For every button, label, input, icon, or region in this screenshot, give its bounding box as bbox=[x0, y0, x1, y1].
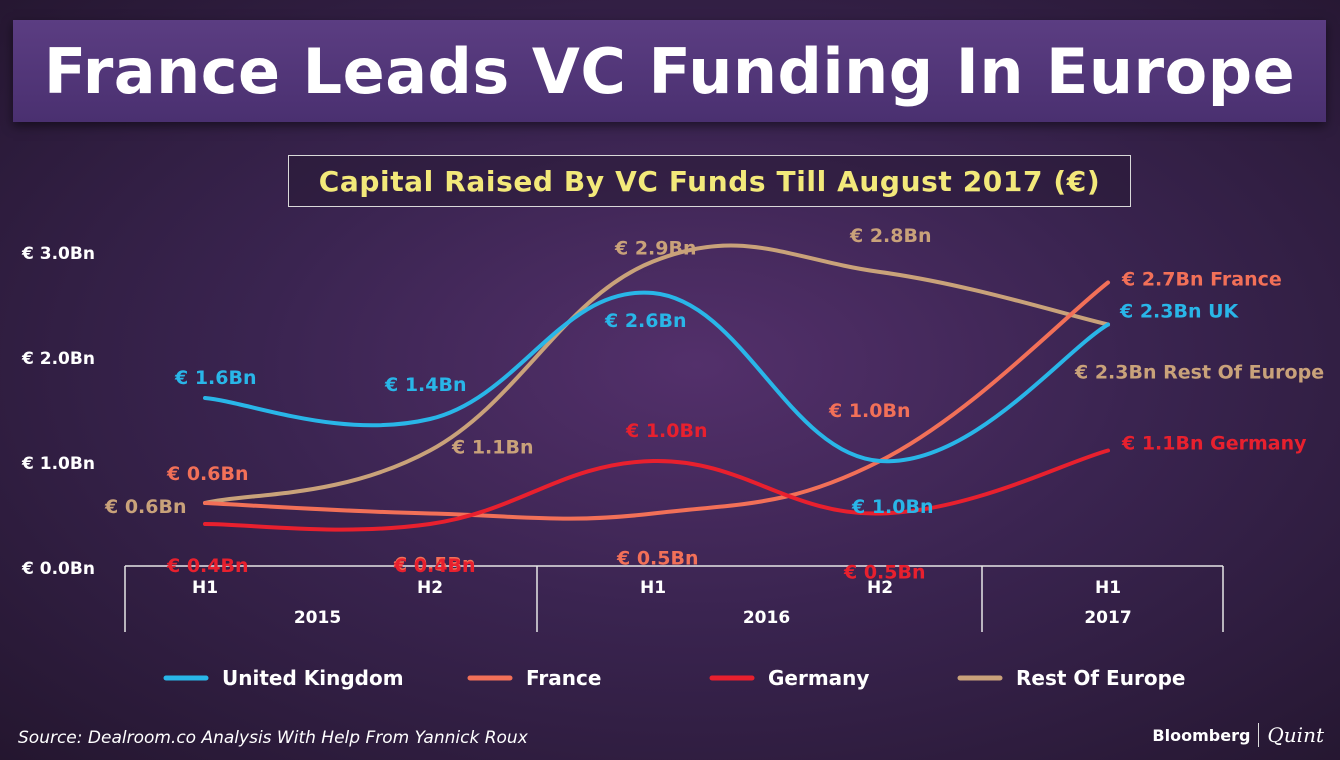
x-tick-label-1: H2 bbox=[417, 578, 443, 598]
y-tick-label-1: € 1.0Bn bbox=[21, 454, 95, 474]
x-tick-label-0: H1 bbox=[192, 578, 218, 598]
x-tick-label-3: H2 bbox=[867, 578, 893, 598]
title-banner: France Leads VC Funding In Europe bbox=[13, 20, 1326, 122]
series-line-germany bbox=[203, 448, 1110, 532]
source-note: Source: Dealroom.co Analysis With Help F… bbox=[18, 728, 528, 748]
data-label-germany-4: € 1.1Bn Germany bbox=[1121, 433, 1307, 455]
data-label-france-3: € 1.0Bn bbox=[828, 400, 911, 422]
y-tick-label-3: € 3.0Bn bbox=[21, 244, 95, 264]
brand-secondary: Quint bbox=[1267, 723, 1324, 747]
data-label-france-4: € 2.7Bn France bbox=[1121, 269, 1282, 291]
year-label-2015: 2015 bbox=[294, 608, 341, 628]
year-label-2017: 2017 bbox=[1084, 608, 1131, 628]
data-label-germany-1: € 0.4Bn bbox=[393, 555, 476, 577]
data-label-france-1: € 0.5Bn bbox=[393, 554, 476, 576]
data-label-uk-3: € 1.0Bn bbox=[851, 496, 934, 518]
data-label-rest-of-europe-2: € 2.9Bn bbox=[614, 238, 697, 260]
legend-label-rest-of-europe: Rest Of Europe bbox=[1016, 666, 1185, 690]
x-tick-label-2: H1 bbox=[640, 578, 666, 598]
y-tick-label-2: € 2.0Bn bbox=[21, 349, 95, 369]
y-tick-label-0: € 0.0Bn bbox=[21, 559, 95, 579]
data-label-germany-3: € 0.5Bn bbox=[843, 562, 926, 584]
chart-title: France Leads VC Funding In Europe bbox=[43, 34, 1296, 108]
data-label-uk-1: € 1.4Bn bbox=[384, 374, 467, 396]
subtitle-box: Capital Raised By VC Funds Till August 2… bbox=[288, 155, 1131, 207]
legend-label-germany: Germany bbox=[768, 666, 869, 690]
data-label-uk-4: € 2.3Bn UK bbox=[1119, 301, 1240, 323]
year-label-2016: 2016 bbox=[743, 608, 790, 628]
data-label-germany-0: € 0.4Bn bbox=[166, 555, 249, 577]
series-line-rest-of-europe bbox=[203, 243, 1110, 505]
series-line-uk bbox=[203, 290, 1110, 464]
data-label-germany-2: € 1.0Bn bbox=[625, 420, 708, 442]
x-tick-label-4: H1 bbox=[1095, 578, 1121, 598]
legend-label-uk: United Kingdom bbox=[222, 666, 404, 690]
brand-logo: Bloomberg Quint bbox=[1152, 723, 1324, 747]
data-label-france-0: € 0.6Bn bbox=[166, 463, 249, 485]
brand-divider bbox=[1258, 723, 1260, 747]
data-label-uk-2: € 2.6Bn bbox=[604, 310, 687, 332]
series-line-france bbox=[203, 280, 1110, 521]
data-label-rest-of-europe-1: € 1.1Bn bbox=[451, 437, 534, 459]
data-label-rest-of-europe-0: € 0.6Bn bbox=[104, 496, 187, 518]
data-label-rest-of-europe-4: € 2.3Bn Rest Of Europe bbox=[1074, 362, 1324, 384]
brand-primary: Bloomberg bbox=[1152, 725, 1251, 745]
chart-subtitle: Capital Raised By VC Funds Till August 2… bbox=[318, 164, 1101, 198]
data-label-france-2: € 0.5Bn bbox=[616, 548, 699, 570]
legend-label-france: France bbox=[526, 666, 601, 690]
data-label-rest-of-europe-3: € 2.8Bn bbox=[849, 225, 932, 247]
data-label-uk-0: € 1.6Bn bbox=[174, 367, 257, 389]
